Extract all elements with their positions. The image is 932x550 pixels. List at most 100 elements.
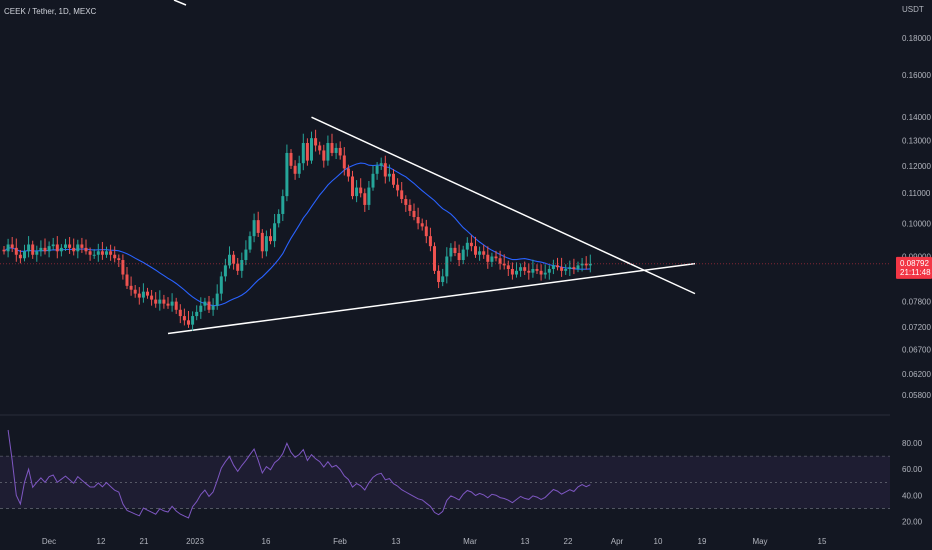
- candle-body: [35, 251, 39, 255]
- candle-body: [64, 244, 67, 248]
- candle-body: [211, 305, 215, 310]
- price-badge-price: 0.08792: [900, 259, 929, 268]
- candle-body: [133, 289, 137, 294]
- candle-body: [174, 301, 178, 310]
- candle-body: [18, 254, 22, 259]
- candle-body: [100, 251, 104, 255]
- upper-resistance-trendline: [311, 116, 696, 295]
- candle-body: [408, 204, 412, 211]
- candle-body: [543, 272, 547, 275]
- candle-body: [547, 269, 551, 273]
- candle-body: [560, 267, 564, 271]
- rsi-tick-label: 80.00: [902, 439, 923, 448]
- candle-body: [281, 196, 285, 214]
- candle-body: [568, 267, 572, 270]
- candle-body: [576, 265, 580, 270]
- time-tick-label: Mar: [463, 537, 477, 546]
- candle-body: [379, 163, 383, 166]
- candle-body: [72, 247, 76, 252]
- candle-body: [305, 143, 309, 161]
- lower-support-trendline: [167, 262, 696, 335]
- time-tick-label: 15: [818, 537, 827, 546]
- time-tick-label: Apr: [611, 537, 624, 546]
- trendline-layer[interactable]: [167, 116, 696, 335]
- candle-body: [92, 254, 96, 256]
- candle-body: [498, 258, 502, 264]
- candle-body: [273, 223, 277, 242]
- candle-body: [535, 269, 539, 271]
- symbol-title[interactable]: CEEK / Tether, 1D, MEXC: [4, 7, 97, 16]
- candle-body: [371, 173, 375, 188]
- candle-body: [510, 269, 514, 275]
- candle-body: [412, 210, 416, 218]
- price-badge: 0.08792 21:11:48: [896, 256, 932, 279]
- ma-line: [3, 162, 591, 307]
- price-tick-label: 0.14000: [902, 113, 931, 122]
- candle-body: [109, 251, 113, 255]
- candle-body: [482, 251, 486, 255]
- price-tick-label: 0.12000: [902, 162, 931, 171]
- price-tick-label: 0.18000: [902, 34, 931, 43]
- currency-label: USDT: [902, 5, 924, 14]
- candle-body: [105, 251, 108, 255]
- candle-body: [338, 147, 342, 156]
- rsi-tick-label: 60.00: [902, 465, 923, 474]
- price-tick-label: 0.16000: [902, 71, 931, 80]
- candle-body: [527, 270, 531, 273]
- candle-body: [469, 242, 473, 247]
- price-badge-bg: [896, 256, 932, 279]
- candle-body: [215, 293, 219, 306]
- candle-body: [178, 309, 182, 317]
- candle-body: [580, 263, 584, 266]
- candle-body: [551, 265, 555, 270]
- candle-body: [404, 199, 408, 205]
- price-tick-label: 0.06700: [902, 346, 931, 355]
- candle-body: [240, 260, 244, 271]
- time-tick-label: 22: [564, 537, 573, 546]
- candle-body: [420, 223, 424, 227]
- candle-body: [519, 267, 523, 271]
- candle-body: [10, 244, 14, 248]
- candle-body: [125, 274, 129, 286]
- candle-body: [506, 265, 510, 270]
- candle-body: [68, 244, 72, 248]
- candle-body: [449, 247, 453, 257]
- candle-body: [301, 143, 305, 164]
- candle-body: [27, 244, 31, 252]
- candle-body: [59, 247, 63, 252]
- drawing-fragment[interactable]: [173, 0, 187, 6]
- candle-body: [584, 263, 588, 266]
- candle-body: [154, 299, 158, 304]
- candle-body: [158, 299, 162, 304]
- price-axis[interactable]: 0.18000 0.16000 0.14000 0.13000 0.12000 0.110…: [902, 34, 931, 526]
- candle-body: [137, 293, 141, 298]
- candle-body: [43, 247, 47, 252]
- time-tick-label: 16: [262, 537, 271, 546]
- candle-body: [113, 254, 117, 259]
- candle-body: [84, 247, 88, 252]
- candle-body: [39, 247, 43, 252]
- candle-body: [260, 232, 264, 252]
- candle-body: [392, 173, 395, 185]
- candle-body: [396, 184, 400, 191]
- candle-body: [346, 168, 350, 177]
- candle-body: [256, 220, 260, 233]
- candle-body: [289, 152, 293, 166]
- candle-body: [474, 246, 477, 255]
- time-axis[interactable]: Dec 12 21 2023 16 Feb 13 Mar 13 22 Apr 10 19 May 15: [42, 537, 827, 546]
- candle-body: [314, 138, 318, 146]
- candle-body: [330, 143, 334, 153]
- candle-body: [47, 246, 51, 252]
- candle-body: [141, 291, 145, 298]
- price-tick-label: 0.07200: [902, 323, 931, 332]
- rsi-tick-label: 40.00: [902, 491, 923, 500]
- moving-average-layer: [3, 162, 591, 307]
- candle-body: [2, 249, 6, 252]
- candle-body: [146, 291, 149, 296]
- candle-body: [23, 251, 26, 259]
- candle-body: [293, 165, 297, 174]
- candle-body: [203, 301, 207, 306]
- candle-body: [223, 265, 227, 277]
- time-tick-label: 13: [392, 537, 401, 546]
